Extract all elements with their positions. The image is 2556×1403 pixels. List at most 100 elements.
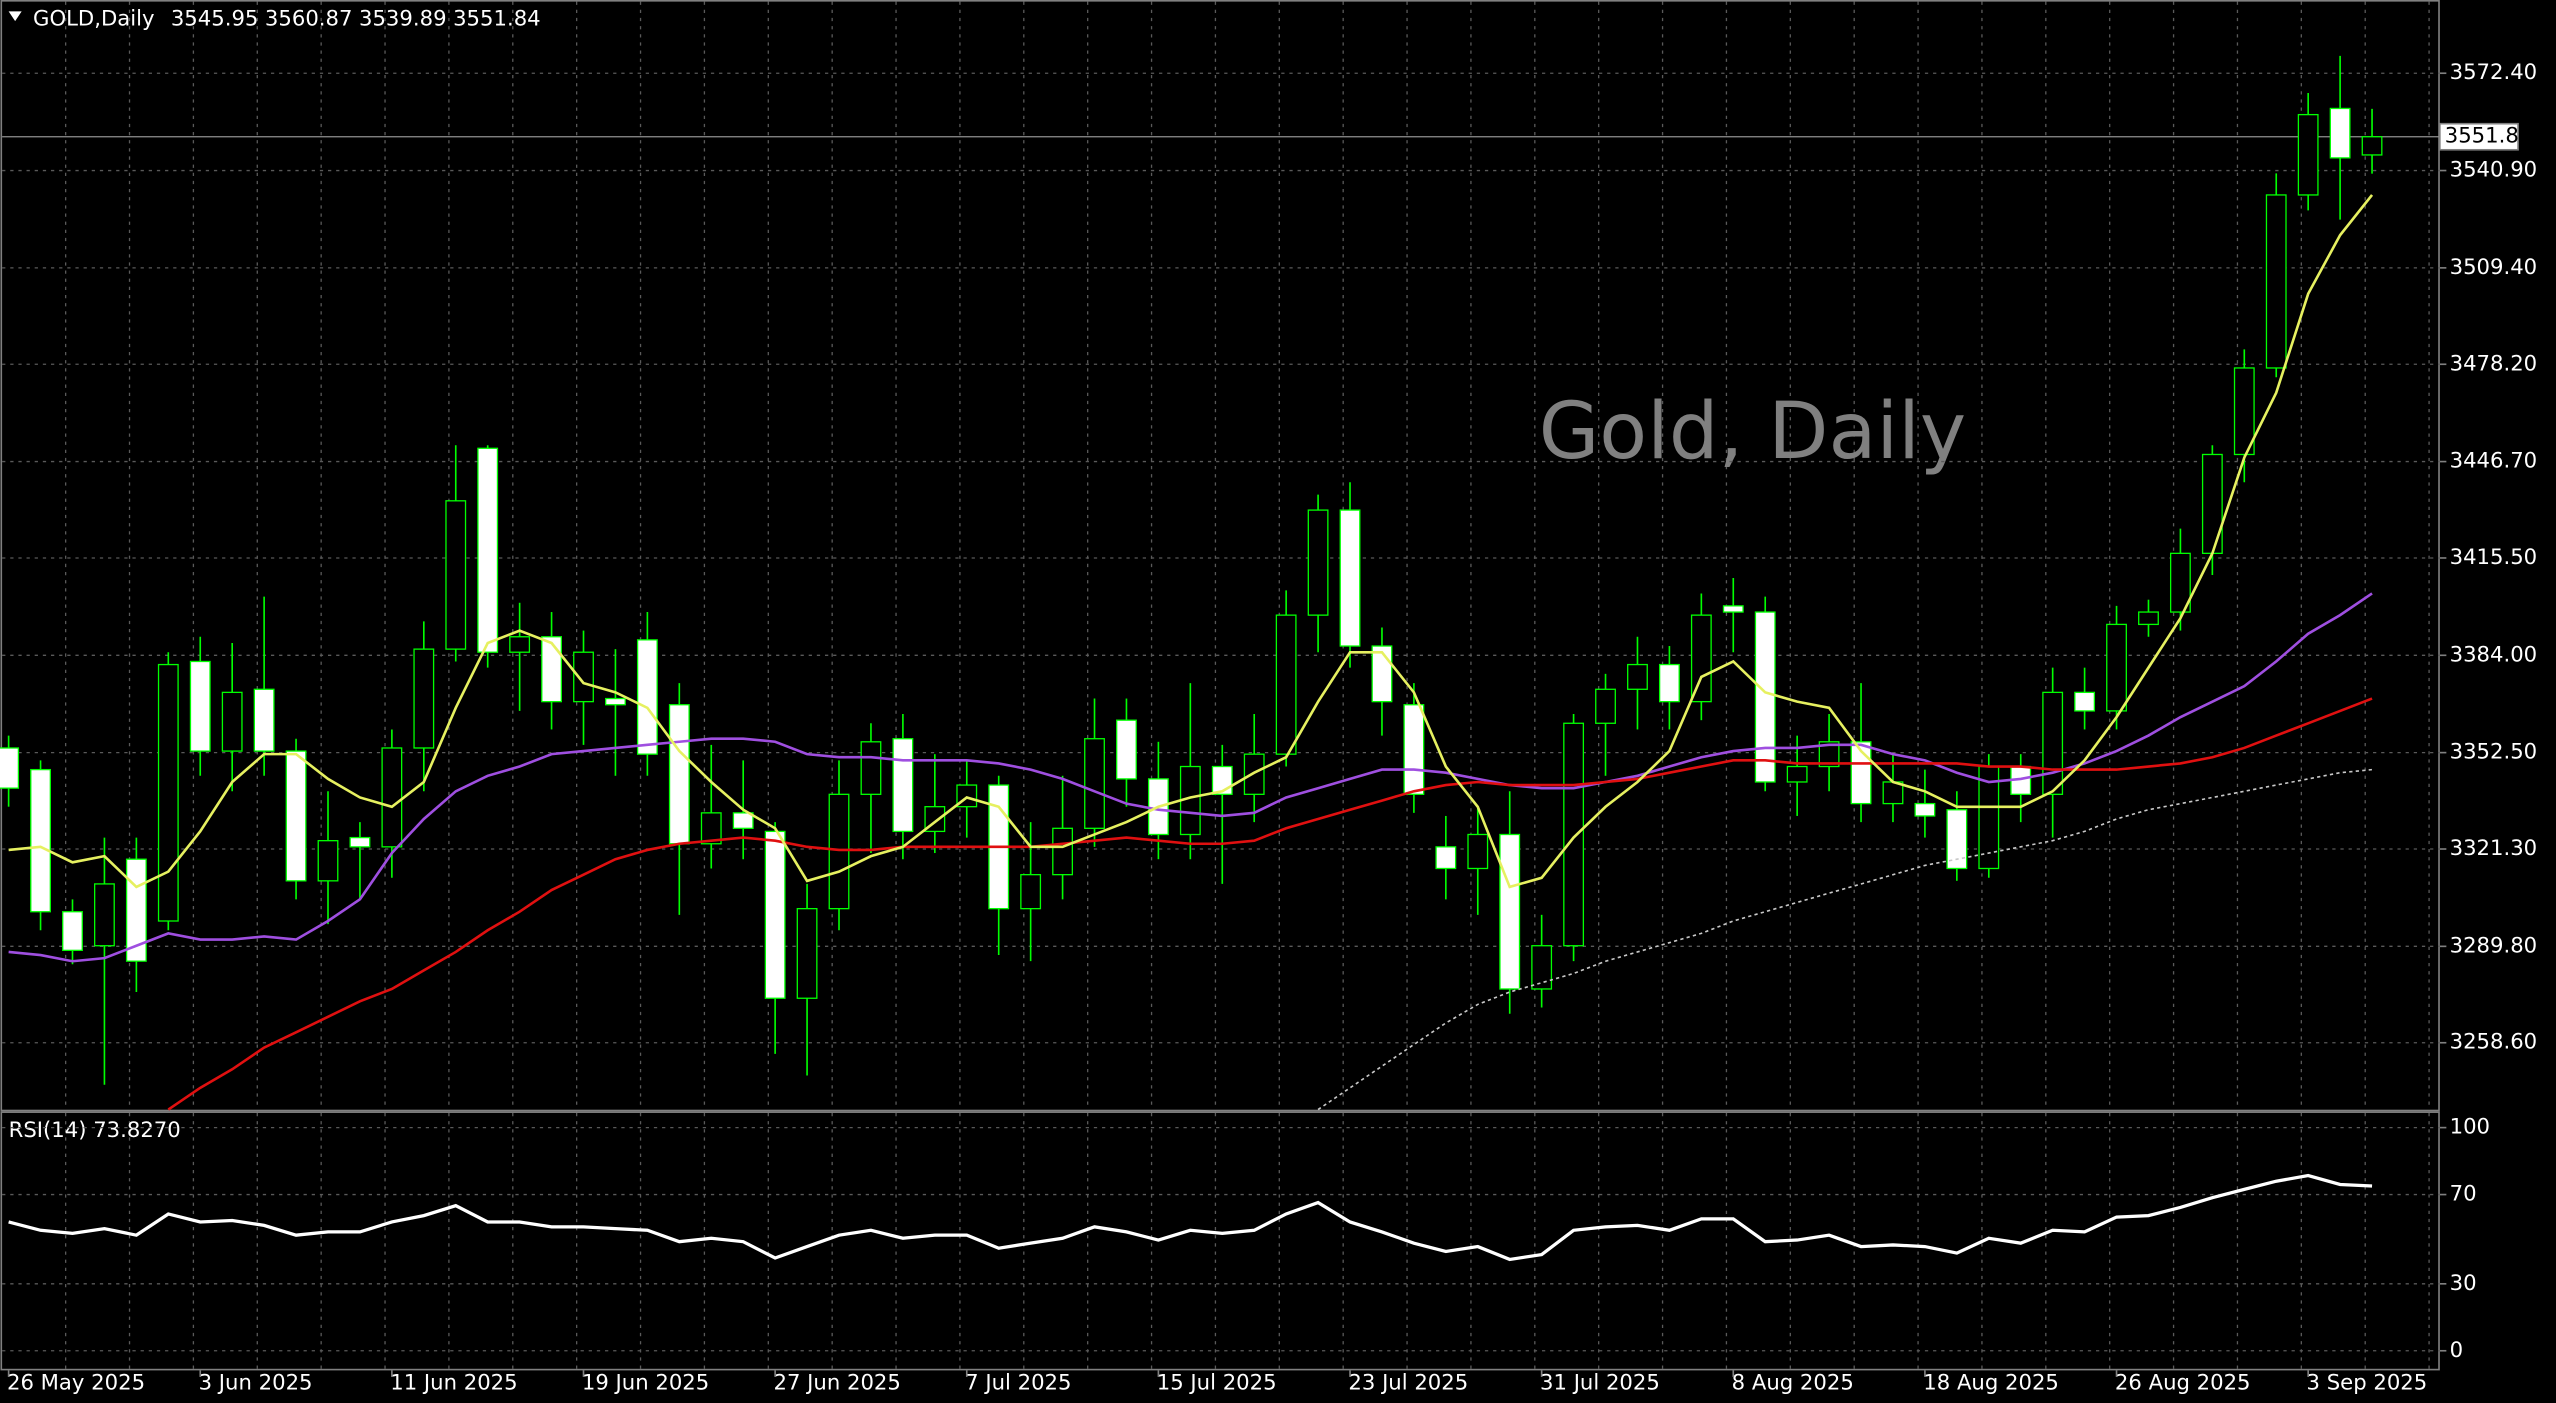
candle-body: [1818, 741, 1840, 768]
candle-body: [349, 836, 371, 848]
price-pane-border: [0, 0, 2440, 1112]
y-tick-label: 3509.40: [2450, 254, 2538, 279]
symbol: GOLD,Daily: [33, 6, 154, 31]
y-tick-label: 0: [2450, 1337, 2463, 1362]
candle-body: [94, 883, 115, 947]
candle-body: [1052, 827, 1074, 876]
chart-header: GOLD,Daily 3545.95 3560.87 3539.89 3551.84: [33, 6, 541, 31]
rsi-title: RSI(14) 73.8270: [9, 1117, 181, 1142]
candle-body: [1275, 614, 1297, 755]
candle-body: [477, 447, 499, 653]
x-tick-label: 23 Jul 2025: [1348, 1369, 1468, 1394]
high-value: 3560.87: [265, 6, 353, 31]
candle-body: [381, 747, 403, 848]
menu-arrow[interactable]: [8, 11, 22, 22]
candle-body: [1499, 833, 1521, 990]
open-value: 3545.95: [171, 6, 259, 31]
candle-body: [0, 747, 20, 789]
candle-body: [1116, 719, 1137, 780]
y-tick-label: 3384.00: [2450, 641, 2538, 666]
y-tick-label: 3258.60: [2450, 1029, 2538, 1054]
x-tick-label: 27 Jun 2025: [774, 1369, 901, 1394]
candle-body: [700, 812, 722, 845]
candle-body: [2138, 611, 2159, 626]
x-tick-label: 7 Jul 2025: [965, 1369, 1071, 1394]
candle-body: [1307, 509, 1329, 616]
candle-body: [2074, 691, 2096, 712]
candle-body: [860, 741, 882, 795]
candle-body: [732, 812, 754, 829]
candle-body: [221, 691, 243, 752]
candle-body: [1946, 809, 1968, 870]
x-tick-label: 15 Jul 2025: [1157, 1369, 1277, 1394]
candle-body: [2297, 113, 2319, 196]
last-price-label: 3551.84: [2445, 123, 2533, 148]
candle-body: [2106, 623, 2127, 712]
candle-body: [764, 830, 786, 999]
candle-body: [2233, 367, 2255, 456]
y-tick-label: 3478.20: [2450, 350, 2538, 375]
candle-body: [1339, 509, 1361, 647]
y-tick-label: 3289.80: [2450, 932, 2538, 957]
candle-body: [573, 651, 594, 703]
candle-body: [668, 704, 690, 845]
candle-body: [157, 663, 179, 922]
candle-body: [2042, 691, 2064, 795]
x-tick-label: 26 May 2025: [7, 1369, 145, 1394]
moving-average: [167, 697, 2373, 1111]
candle-body: [2169, 552, 2191, 613]
candle-body: [796, 907, 818, 999]
candle-body: [2265, 194, 2287, 369]
candle-body: [1563, 722, 1585, 947]
candle-body: [509, 636, 531, 653]
y-tick-label: 3321.30: [2450, 835, 2538, 860]
candle-body: [285, 750, 307, 882]
candle-body: [892, 738, 914, 833]
x-tick-label: 11 Jun 2025: [390, 1369, 517, 1394]
x-tick-label: 31 Jul 2025: [1540, 1369, 1660, 1394]
candle-body: [445, 500, 467, 650]
x-tick-label: 26 Aug 2025: [2115, 1369, 2251, 1394]
y-tick-label: 100: [2450, 1114, 2490, 1139]
y-tick-label: 3572.40: [2450, 59, 2538, 84]
moving-average: [1317, 768, 2373, 1111]
candle-body: [253, 688, 275, 752]
x-tick-label: 3 Sep 2025: [2307, 1369, 2428, 1394]
moving-average: [8, 194, 2374, 889]
last-price-box: [2439, 122, 2519, 151]
candle-body: [413, 648, 435, 749]
candle-body: [1595, 688, 1616, 724]
candle-body: [1403, 704, 1425, 795]
candle-body: [541, 636, 562, 703]
candle-body: [605, 697, 626, 706]
candle-body: [1722, 605, 1744, 613]
candle-body: [2201, 453, 2223, 554]
candle-body: [1531, 945, 1553, 990]
x-tick-label: 18 Aug 2025: [1923, 1369, 2059, 1394]
low-value: 3539.89: [359, 6, 447, 31]
moving-average: [8, 592, 2373, 963]
watermark: Gold, Daily: [1539, 386, 1966, 477]
candle-body: [1627, 663, 1648, 690]
candle-body: [1786, 765, 1808, 783]
y-tick-label: 30: [2450, 1270, 2477, 1295]
candle-body: [2361, 136, 2383, 156]
candle-body: [1467, 833, 1489, 870]
candle-body: [1658, 663, 1680, 703]
candle-body: [189, 660, 211, 752]
candle-body: [1690, 614, 1712, 703]
y-tick-label: 3446.70: [2450, 448, 2538, 473]
x-tick-label: 8 Aug 2025: [1732, 1369, 1854, 1394]
y-tick-label: 3352.50: [2450, 739, 2538, 764]
candle-body: [828, 793, 850, 910]
close-value: 3551.84: [453, 6, 541, 31]
rsi-line: [8, 1173, 2373, 1262]
y-tick-label: 3415.50: [2450, 544, 2538, 569]
x-tick-label: 3 Jun 2025: [199, 1369, 313, 1394]
candle-body: [1914, 802, 1936, 817]
candle-body: [1435, 846, 1457, 870]
y-tick-label: 70: [2450, 1181, 2477, 1206]
candle-body: [317, 840, 339, 882]
